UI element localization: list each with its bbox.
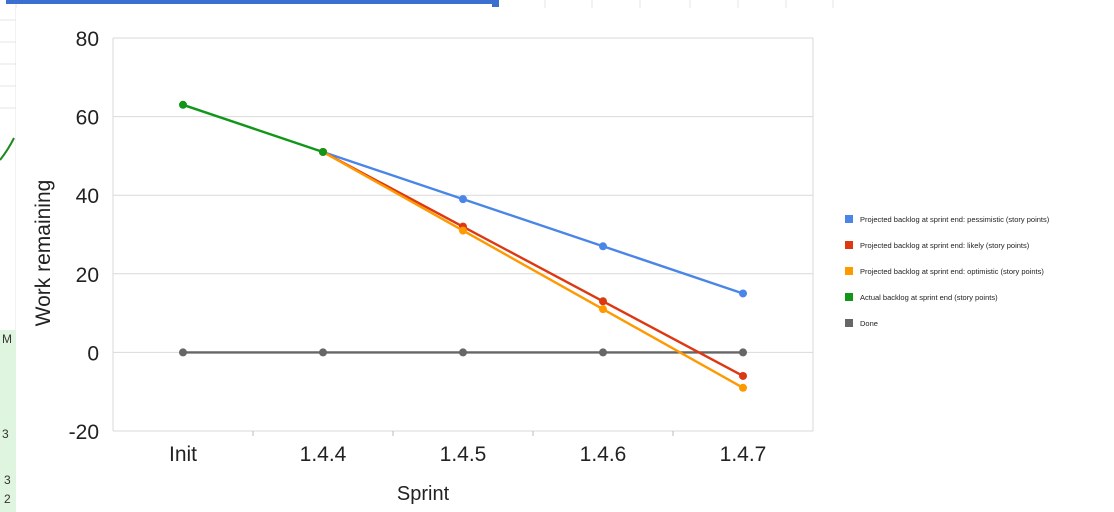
data-point xyxy=(599,305,607,314)
y-tick-label: 60 xyxy=(76,107,99,130)
legend-item: Projected backlog at sprint end: pessimi… xyxy=(845,206,1110,232)
highlighted-cells xyxy=(0,330,16,512)
series-line xyxy=(322,150,744,389)
data-point xyxy=(459,348,467,357)
data-point xyxy=(179,348,187,357)
y-tick-labels: -20 0 20 40 60 80 xyxy=(69,28,99,444)
legend-item: Actual backlog at sprint end (story poin… xyxy=(845,284,1110,310)
data-point xyxy=(459,226,467,235)
legend-item: Done xyxy=(845,310,1110,336)
data-point xyxy=(739,289,747,298)
chart-background xyxy=(16,8,1114,512)
chart-legend: Projected backlog at sprint end: pessimi… xyxy=(845,206,1110,336)
cell-fragment: 2 xyxy=(4,492,11,506)
legend-item: Projected backlog at sprint end: optimis… xyxy=(845,258,1110,284)
cell-fragment: M xyxy=(2,332,12,346)
y-tick-label: 0 xyxy=(87,342,99,365)
series-4 xyxy=(179,348,747,357)
series-line xyxy=(322,150,744,378)
cell-selection-border xyxy=(6,0,496,4)
x-tick-label: 1.4.6 xyxy=(580,443,627,466)
x-tick-labels: Init 1.4.4 1.4.5 1.4.6 1.4.7 xyxy=(169,443,766,466)
x-tick-label: 1.4.5 xyxy=(440,443,487,466)
y-axis-label: Work remaining xyxy=(32,180,55,327)
series-layer xyxy=(179,100,747,392)
selection-fill-handle[interactable] xyxy=(492,0,499,7)
legend-label: Projected backlog at sprint end: pessimi… xyxy=(860,214,1050,224)
y-tick-label: 80 xyxy=(76,28,99,51)
legend-label: Projected backlog at sprint end: optimis… xyxy=(860,266,1044,276)
legend-item: Projected backlog at sprint end: likely … xyxy=(845,232,1110,258)
data-point xyxy=(739,348,747,357)
series-line xyxy=(322,150,744,295)
legend-label: Actual backlog at sprint end (story poin… xyxy=(860,292,998,302)
y-tick-label: 20 xyxy=(76,264,99,287)
x-tick-label: 1.4.4 xyxy=(300,443,347,466)
data-point xyxy=(739,371,747,380)
series-3 xyxy=(179,100,327,156)
x-axis-label: Sprint xyxy=(397,483,450,505)
data-point xyxy=(599,297,607,306)
x-tick-label: Init xyxy=(169,443,197,466)
cell-fragment: 3 xyxy=(4,473,11,487)
cell-fragment: 3 xyxy=(2,427,9,441)
y-tick-label: 40 xyxy=(76,185,99,208)
legend-swatch xyxy=(845,267,853,275)
y-tick-label: -20 xyxy=(69,421,99,444)
legend-swatch xyxy=(845,319,853,327)
data-point xyxy=(599,242,607,251)
data-point xyxy=(179,100,187,109)
data-point xyxy=(459,195,467,204)
data-point xyxy=(319,348,327,357)
legend-swatch xyxy=(845,215,853,223)
legend-swatch xyxy=(845,293,853,301)
legend-label: Done xyxy=(860,318,878,328)
legend-label: Projected backlog at sprint end: likely … xyxy=(860,240,1030,250)
data-point xyxy=(319,147,327,156)
x-tick-label: 1.4.7 xyxy=(720,443,767,466)
data-point xyxy=(739,383,747,392)
data-point xyxy=(599,348,607,357)
series-line xyxy=(182,103,324,154)
legend-swatch xyxy=(845,241,853,249)
